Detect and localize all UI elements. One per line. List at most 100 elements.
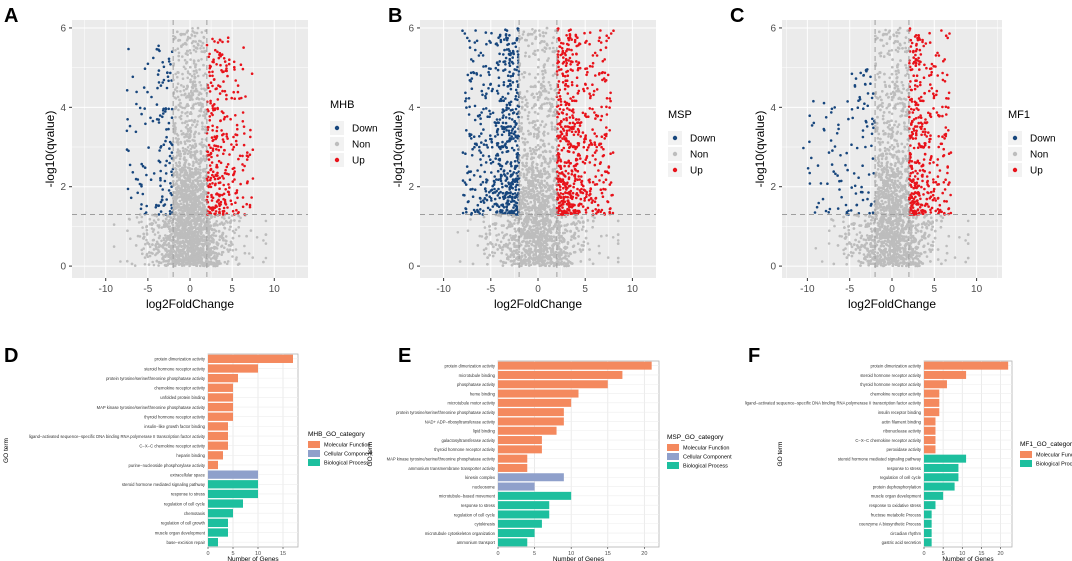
point-non — [151, 243, 154, 246]
point-non — [197, 170, 200, 174]
point-up — [228, 58, 231, 61]
point-down — [471, 147, 474, 151]
point-non — [187, 206, 191, 210]
y-axis-label: -log10(qvalue) — [43, 111, 57, 188]
point-down — [498, 52, 501, 56]
point-non — [192, 59, 196, 62]
point-non — [203, 192, 206, 196]
point-up — [207, 143, 211, 147]
point-down — [157, 118, 160, 121]
point-down — [497, 84, 501, 87]
point-down — [473, 188, 477, 191]
point-down — [511, 56, 514, 59]
panel-label: A — [4, 5, 18, 27]
point-non — [224, 235, 228, 238]
point-non — [231, 255, 234, 258]
point-non — [551, 154, 555, 158]
point-non — [200, 31, 204, 34]
point-non — [186, 208, 189, 211]
point-non — [148, 217, 152, 221]
point-down — [168, 140, 172, 144]
point-non — [172, 34, 175, 38]
point-non — [180, 44, 183, 48]
point-up — [213, 206, 217, 209]
point-up — [242, 143, 246, 147]
point-non — [176, 175, 179, 179]
point-non — [184, 225, 188, 228]
point-non — [187, 186, 191, 190]
point-non — [141, 252, 144, 256]
point-non — [198, 81, 201, 84]
point-down — [512, 111, 516, 114]
point-down — [468, 178, 472, 181]
point-non — [194, 64, 197, 67]
point-non — [534, 146, 538, 149]
point-non — [174, 255, 178, 258]
point-down — [477, 115, 480, 118]
point-non — [192, 235, 195, 239]
point-non — [182, 192, 186, 196]
point-down — [504, 34, 508, 37]
point-down — [496, 194, 500, 197]
point-non — [212, 231, 216, 235]
point-non — [184, 179, 188, 183]
point-up — [214, 87, 217, 91]
point-non — [174, 156, 178, 159]
point-non — [188, 178, 192, 182]
point-up — [211, 170, 215, 173]
point-up — [251, 177, 255, 180]
point-non — [190, 240, 193, 243]
point-non — [169, 216, 172, 219]
point-up — [210, 155, 213, 159]
point-non — [134, 244, 138, 247]
point-non — [150, 251, 153, 255]
point-non — [182, 214, 186, 218]
point-down — [476, 210, 480, 214]
point-down — [479, 117, 482, 120]
point-down — [484, 31, 488, 34]
point-non — [262, 260, 265, 264]
point-up — [208, 119, 212, 122]
point-non — [199, 194, 203, 197]
point-down — [507, 42, 511, 46]
point-up — [221, 133, 224, 137]
point-down — [471, 195, 475, 198]
point-non — [204, 250, 208, 254]
point-non — [189, 126, 192, 130]
point-non — [192, 69, 196, 73]
point-down — [168, 210, 172, 213]
point-non — [210, 214, 213, 218]
point-up — [221, 89, 224, 93]
point-down — [495, 61, 499, 64]
point-non — [469, 218, 472, 221]
point-non — [208, 248, 212, 251]
point-down — [490, 199, 493, 202]
point-down — [515, 80, 519, 83]
point-up — [209, 146, 212, 149]
point-up — [210, 193, 213, 197]
point-down — [506, 140, 509, 143]
point-down — [496, 170, 500, 173]
point-non — [217, 252, 220, 255]
point-non — [188, 144, 192, 147]
point-up — [246, 151, 249, 154]
point-down — [494, 202, 498, 206]
point-non — [173, 174, 176, 177]
point-down — [145, 173, 148, 177]
point-non — [193, 34, 197, 38]
point-up — [213, 144, 216, 147]
point-non — [197, 219, 200, 222]
point-non — [198, 142, 202, 146]
point-non — [217, 260, 221, 264]
point-non — [220, 245, 223, 248]
point-non — [179, 114, 183, 118]
point-down — [512, 50, 515, 54]
point-non — [192, 215, 196, 218]
point-up — [216, 41, 220, 44]
point-down — [500, 174, 503, 177]
point-down — [158, 149, 161, 152]
point-up — [226, 36, 230, 39]
point-up — [241, 67, 245, 71]
point-non — [204, 116, 207, 120]
